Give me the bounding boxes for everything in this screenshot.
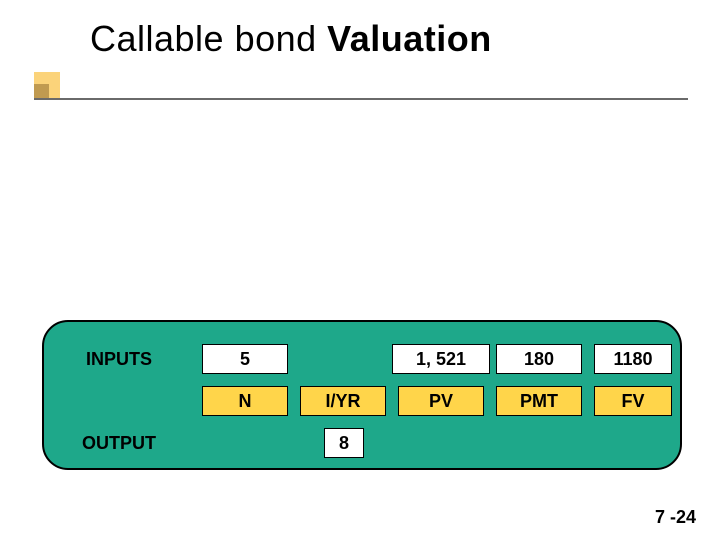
title-bold: Valuation [327, 18, 492, 59]
horizontal-rule [34, 98, 688, 100]
output-row: OUTPUT 8 [44, 426, 680, 460]
output-label: OUTPUT [60, 426, 178, 460]
key-n: N [202, 386, 288, 416]
page-number: 7 -24 [655, 507, 696, 528]
slide: Callable bond Valuation INPUTS 5 1, 521 … [0, 0, 720, 540]
input-pmt-value: 180 [496, 344, 582, 374]
input-fv-value: 1180 [594, 344, 672, 374]
input-n-value: 5 [202, 344, 288, 374]
inputs-label: INPUTS [60, 342, 178, 376]
output-iyr-value: 8 [324, 428, 364, 458]
accent-square-inner-icon [34, 84, 49, 99]
input-pv-value: 1, 521 [392, 344, 490, 374]
key-pv: PV [398, 386, 484, 416]
title-area: Callable bond Valuation [90, 18, 492, 60]
key-pmt: PMT [496, 386, 582, 416]
key-iyr: I/YR [300, 386, 386, 416]
key-labels-row: N I/YR PV PMT FV [44, 384, 680, 418]
inputs-row: INPUTS 5 1, 521 180 1180 [44, 342, 680, 376]
calculator-panel: INPUTS 5 1, 521 180 1180 N I/YR PV PMT F… [42, 320, 682, 470]
key-fv: FV [594, 386, 672, 416]
page-title: Callable bond Valuation [90, 18, 492, 60]
title-light: Callable bond [90, 18, 327, 59]
